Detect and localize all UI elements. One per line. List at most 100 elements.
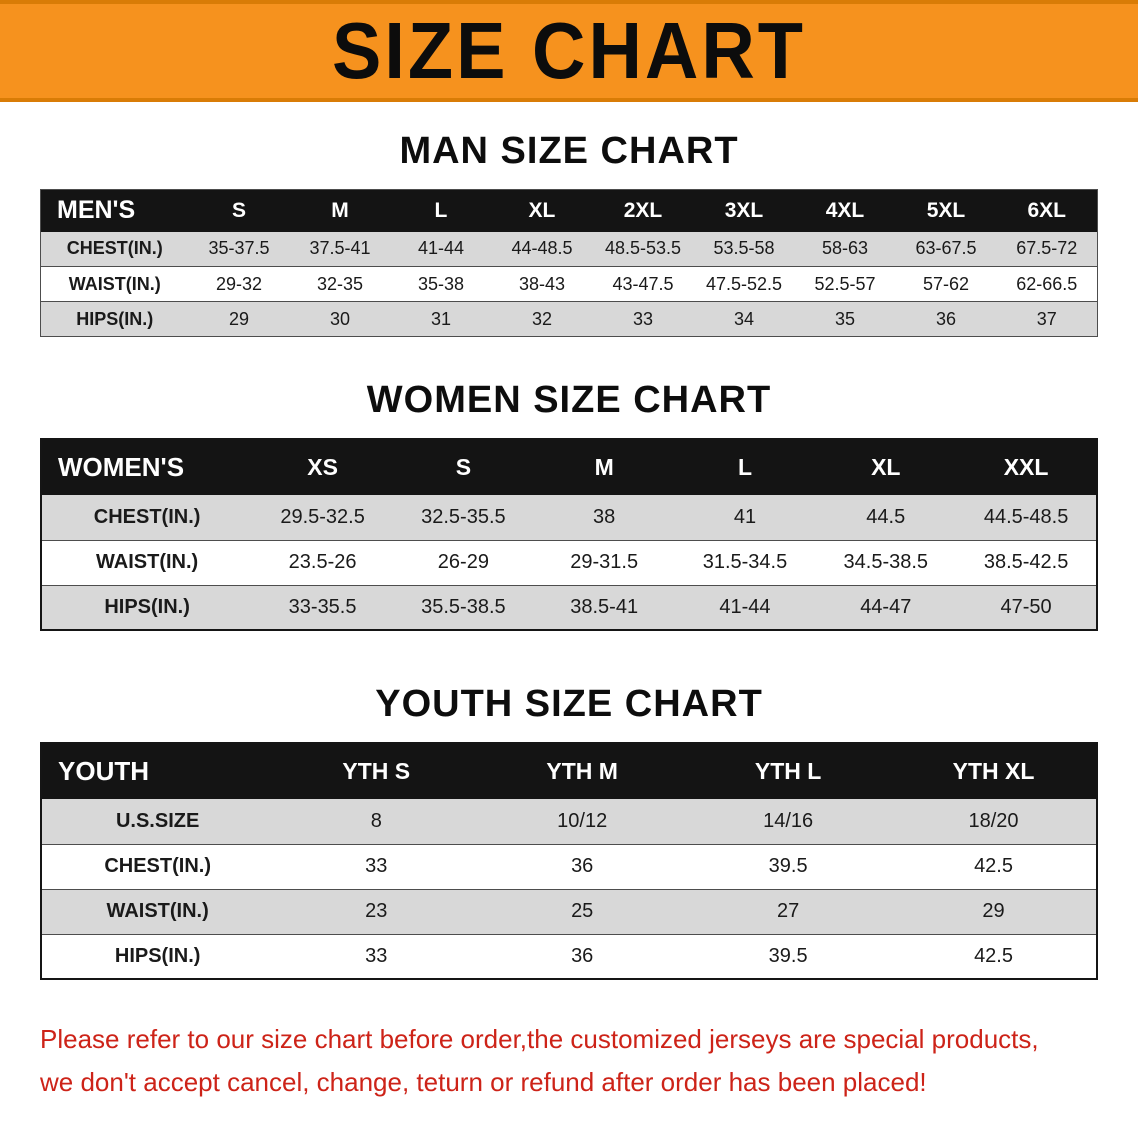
size-column-header: 2XL — [592, 189, 694, 232]
size-value: 38.5-42.5 — [983, 551, 1069, 573]
disclaimer-line-1: Please refer to our size chart before or… — [40, 1024, 1039, 1054]
size-value: 42.5 — [974, 855, 1013, 877]
size-value: 53.5-58 — [713, 238, 775, 259]
size-column-header: 5XL — [895, 189, 997, 232]
women-section-heading: WOMEN SIZE CHART — [366, 379, 772, 421]
size-value: 29-32 — [215, 273, 262, 294]
men-size-section: MAN SIZE CHART MEN'S S M L XL 2XL 3XL 4XL 5XL 6XL… — [0, 130, 1138, 337]
size-value: 38-43 — [518, 273, 565, 294]
size-value: 33 — [365, 944, 388, 967]
size-value: 44.5-48.5 — [983, 505, 1069, 528]
size-value: 41-44 — [417, 238, 464, 259]
size-value: 18/20 — [968, 809, 1019, 832]
table-row: HIPS(IN.) 33-35.5 35.5-38.5 38.5-41 41-44 44-… — [41, 585, 1097, 630]
size-value: 36 — [571, 855, 594, 877]
size-value: 36 — [935, 308, 956, 329]
size-value: 39.5 — [768, 944, 808, 967]
row-label: WAIST(IN.) — [106, 900, 209, 922]
table-row: CHEST(IN.) 35-37.5 37.5-41 41-44 44-48.5 48.5… — [40, 231, 1098, 267]
size-value: 37.5-41 — [309, 238, 371, 259]
row-label: CHEST(IN.) — [104, 855, 211, 877]
size-column-header: YTH M — [479, 743, 686, 799]
order-disclaimer: Please refer to our size chart before or… — [40, 1018, 1098, 1104]
size-column-header: S — [188, 189, 290, 232]
size-value: 47-50 — [1000, 595, 1052, 618]
size-value: 38.5-41 — [570, 595, 639, 618]
size-value: 29 — [982, 900, 1005, 922]
table-corner-label: WOMEN'S — [41, 439, 253, 495]
size-value: 29 — [228, 308, 249, 329]
size-value: 34 — [733, 308, 754, 329]
size-column-header: XXL — [956, 439, 1097, 495]
title-banner: SIZE CHART — [0, 0, 1138, 102]
size-value: 23 — [365, 900, 388, 922]
size-column-header: S — [392, 439, 534, 495]
row-label: CHEST(IN.) — [93, 505, 201, 528]
row-label: WAIST(IN.) — [95, 551, 199, 573]
size-value: 35-37.5 — [208, 238, 270, 259]
size-value: 33-35.5 — [288, 595, 357, 618]
row-label: HIPS(IN.) — [76, 308, 154, 329]
table-row: WAIST(IN.) 23 25 27 29 — [41, 889, 1097, 934]
size-value: 29.5-32.5 — [280, 505, 365, 528]
disclaimer-line-2: we don't accept cancel, change, teturn o… — [40, 1066, 927, 1097]
size-value: 48.5-53.5 — [604, 238, 681, 259]
size-value: 25 — [571, 900, 594, 922]
table-row: U.S.SIZE 8 10/12 14/16 18/20 — [41, 799, 1097, 844]
size-column-header: M — [533, 439, 675, 495]
size-column-header: YTH S — [273, 743, 480, 799]
size-value: 27 — [776, 900, 800, 922]
size-value: 26-29 — [437, 551, 489, 573]
table-corner-label: MEN'S — [40, 189, 189, 232]
women-size-table: WOMEN'S XS S M L XL XXL CHEST(IN.) 29.5-32.5 32.5… — [40, 438, 1098, 631]
size-value: 32.5-35.5 — [421, 505, 506, 528]
youth-size-section: YOUTH SIZE CHART YOUTH YTH S YTH M YTH L YTH… — [0, 683, 1138, 980]
size-column-header: M — [289, 189, 391, 232]
size-value: 52.5-57 — [814, 273, 876, 294]
size-value: 31 — [430, 308, 451, 329]
size-value: 38 — [593, 505, 616, 528]
table-header-row: MEN'S S M L XL 2XL 3XL 4XL 5XL 6XL — [40, 189, 1098, 232]
size-value: 43-47.5 — [612, 273, 674, 294]
youth-section-heading: YOUTH SIZE CHART — [375, 683, 763, 725]
size-value: 10/12 — [557, 809, 608, 832]
page-title: SIZE CHART — [332, 5, 806, 96]
table-header-row: WOMEN'S XS S M L XL XXL — [41, 439, 1097, 495]
table-row: WAIST(IN.) 23.5-26 26-29 29-31.5 31.5-34.5 34… — [41, 540, 1097, 585]
men-section-heading: MAN SIZE CHART — [399, 130, 739, 172]
size-value: 32-35 — [316, 273, 363, 294]
size-value: 14/16 — [763, 809, 814, 832]
size-value: 58-63 — [821, 238, 868, 259]
size-value: 35.5-38.5 — [421, 595, 506, 618]
size-value: 36 — [571, 944, 594, 967]
table-row: CHEST(IN.) 29.5-32.5 32.5-35.5 38 41 44.5 44.5… — [41, 495, 1097, 540]
size-value: 62-66.5 — [1016, 273, 1078, 294]
size-value: 57-62 — [922, 273, 969, 294]
row-label: WAIST(IN.) — [68, 273, 161, 294]
row-label: CHEST(IN.) — [66, 238, 163, 259]
size-value: 67.5-72 — [1016, 238, 1078, 259]
size-value: 44-47 — [860, 595, 912, 618]
size-column-header: XL — [815, 439, 957, 495]
size-value: 44-48.5 — [511, 238, 573, 259]
size-value: 33 — [365, 855, 388, 877]
size-value: 8 — [370, 809, 382, 832]
table-row: HIPS(IN.) 33 36 39.5 42.5 — [41, 934, 1097, 979]
size-column-header: 6XL — [996, 189, 1098, 232]
size-value: 31.5-34.5 — [702, 551, 788, 573]
size-value: 33 — [632, 308, 653, 329]
size-chart-page: SIZE CHART MAN SIZE CHART MEN'S S M L XL 2XL 3… — [0, 0, 1138, 1104]
size-column-header: YTH L — [685, 743, 892, 799]
size-column-header: L — [674, 439, 816, 495]
men-size-table: MEN'S S M L XL 2XL 3XL 4XL 5XL 6XL CHEST(IN.) 35-37… — [40, 189, 1098, 337]
size-value: 37 — [1036, 308, 1057, 329]
size-value: 32 — [531, 308, 552, 329]
youth-size-table: YOUTH YTH S YTH M YTH L YTH XL U.S.SIZE 8 10/12… — [40, 742, 1098, 980]
size-column-header: XS — [252, 439, 393, 495]
size-value: 41-44 — [719, 595, 771, 618]
size-column-header: XL — [491, 189, 593, 232]
women-size-section: WOMEN SIZE CHART WOMEN'S XS S M L XL XXL CHEST(… — [0, 379, 1138, 631]
size-value: 23.5-26 — [288, 551, 357, 573]
table-row: WAIST(IN.) 29-32 32-35 35-38 38-43 43-47.5 47.… — [40, 266, 1098, 302]
row-label: HIPS(IN.) — [104, 595, 190, 618]
